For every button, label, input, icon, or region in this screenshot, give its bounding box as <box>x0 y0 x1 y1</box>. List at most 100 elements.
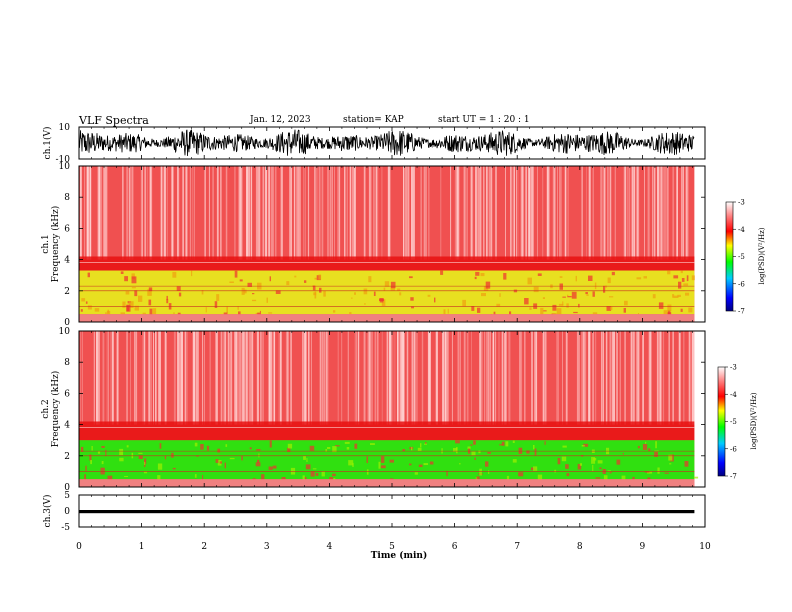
ch2-speck-2 <box>101 461 104 465</box>
ch3-waveform-ylabel: ch.3(V) <box>42 495 53 528</box>
ch2-speck-66 <box>333 478 336 481</box>
ch2-speck-159 <box>303 455 306 460</box>
ch2-streak-74 <box>609 331 612 425</box>
ch2-streak-43 <box>354 331 357 425</box>
ch1-speck-14 <box>87 272 90 278</box>
ch2-streak-185 <box>244 331 246 425</box>
ch1-speck-9 <box>540 307 544 315</box>
ch1-streak-169 <box>300 166 301 260</box>
ch2-ytick-label-1: 2 <box>64 452 70 462</box>
ch2-streak-221 <box>323 331 325 425</box>
ch1-speck-67 <box>223 312 228 316</box>
ch1-speck-71 <box>384 281 390 287</box>
ch1-streak-91 <box>667 166 669 260</box>
ch2-streak-135 <box>458 331 460 425</box>
ch1-streak-195 <box>204 166 206 260</box>
ch1-speck-89 <box>94 308 100 312</box>
ch2-speck-70 <box>370 443 375 445</box>
ch1-streak-96 <box>352 166 355 260</box>
ch2-streak-12 <box>245 331 247 425</box>
ch1-speck-153 <box>610 306 613 310</box>
ch1-streak-206 <box>567 166 569 260</box>
ch1-speck-112 <box>556 308 562 315</box>
ch1-streak-170 <box>495 166 497 260</box>
ch1-streak-200 <box>411 166 413 260</box>
ch2-streak-126 <box>442 331 444 425</box>
x-tick-label-8: 8 <box>577 542 583 552</box>
ch1-streak-35 <box>464 166 466 260</box>
ch1-streak-109 <box>629 166 630 260</box>
ch2-streak-190 <box>692 331 695 425</box>
ch1-speck-123 <box>205 307 207 313</box>
ch1-speck-163 <box>681 278 685 282</box>
ch2-streak-122 <box>659 331 661 425</box>
ch2-speck-97 <box>693 476 699 479</box>
x-tick-label-7: 7 <box>514 542 520 552</box>
ch2-speck-99 <box>202 474 204 480</box>
ch2-streak-3 <box>557 331 559 425</box>
ch2-band <box>79 440 695 480</box>
ch1-streak-167 <box>425 166 427 260</box>
ch2-speck-163 <box>302 475 305 480</box>
ch2-streak-29 <box>209 331 211 425</box>
ch1-speck-21 <box>381 299 386 306</box>
ch1-speck-63 <box>680 270 683 274</box>
ch3-ytick-bottom: -5 <box>61 523 70 533</box>
ch2-speck-12 <box>315 473 319 476</box>
ch1-speck-73 <box>214 301 218 308</box>
ch1-streak-203 <box>470 166 473 260</box>
ch1-streak-157 <box>581 166 583 260</box>
ch2-streak-0 <box>501 331 503 425</box>
ch2-speck-178 <box>224 462 226 469</box>
ch2-streak-254 <box>273 331 276 425</box>
ch1-streak-151 <box>529 166 531 260</box>
ch1-streak-224 <box>289 166 290 260</box>
start-time-label: start UT = 1 : 20 : 1 <box>438 115 530 125</box>
ch2-cbtick-label-1: -4 <box>730 391 737 399</box>
ch1-streak-38 <box>592 166 594 260</box>
ch2-streak-244 <box>606 331 607 425</box>
ch2-streak-173 <box>250 331 253 425</box>
ch2-streak-105 <box>356 331 357 425</box>
ch2-speck-169 <box>332 446 337 453</box>
x-tick-label-10: 10 <box>699 542 711 552</box>
ch2-speck-58 <box>217 460 222 466</box>
ch1-streak-135 <box>171 166 173 260</box>
ch1-speck-172 <box>611 271 615 276</box>
ch2-streak-231 <box>637 331 639 425</box>
ch1-streak-122 <box>350 166 352 260</box>
ch1-streak-74 <box>331 166 333 260</box>
ch1-streak-241 <box>483 166 485 260</box>
ch2-streak-200 <box>444 331 447 425</box>
ch1-speck-58 <box>533 286 539 293</box>
ch2-ytick-label-3: 6 <box>64 389 70 399</box>
ch1-speck-166 <box>259 310 261 315</box>
ch1-speck-85 <box>481 293 486 297</box>
ch1-streak-129 <box>280 166 282 260</box>
ch2-streak-70 <box>519 331 521 425</box>
ch1-colorbar: -3 -4 -5 -6 -7 log(PSD)(V²/Hz) <box>725 199 766 316</box>
ch1-streak-138 <box>672 166 675 260</box>
ch1-speck-145 <box>152 308 157 314</box>
ch1-speck-147 <box>239 279 243 282</box>
ch1-waveform-trace <box>78 129 695 157</box>
ch1-streak-16 <box>376 166 379 260</box>
ch2-speck-124 <box>566 473 570 477</box>
ch2-speck-118 <box>257 459 260 463</box>
ch1-streak-106 <box>491 166 493 260</box>
ch2-streak-174 <box>144 331 145 425</box>
ch1-speck-82 <box>571 291 577 299</box>
ch1-speck-12 <box>131 287 136 289</box>
ch1-streak-47 <box>560 166 562 260</box>
ch2-streak-151 <box>136 331 138 425</box>
ch2-streak-134 <box>153 331 154 425</box>
ch1-speck-150 <box>673 295 679 298</box>
ch1-streak-0 <box>321 166 324 260</box>
ch1-streak-93 <box>217 166 219 260</box>
ch1-speck-99 <box>524 298 529 305</box>
ch2-speck-175 <box>668 454 673 461</box>
ch1-streak-17 <box>601 166 603 260</box>
ch1-speck-120 <box>319 287 322 293</box>
ch1-speck-113 <box>128 301 134 308</box>
ch1-cbtick-label-4: -7 <box>738 308 745 316</box>
